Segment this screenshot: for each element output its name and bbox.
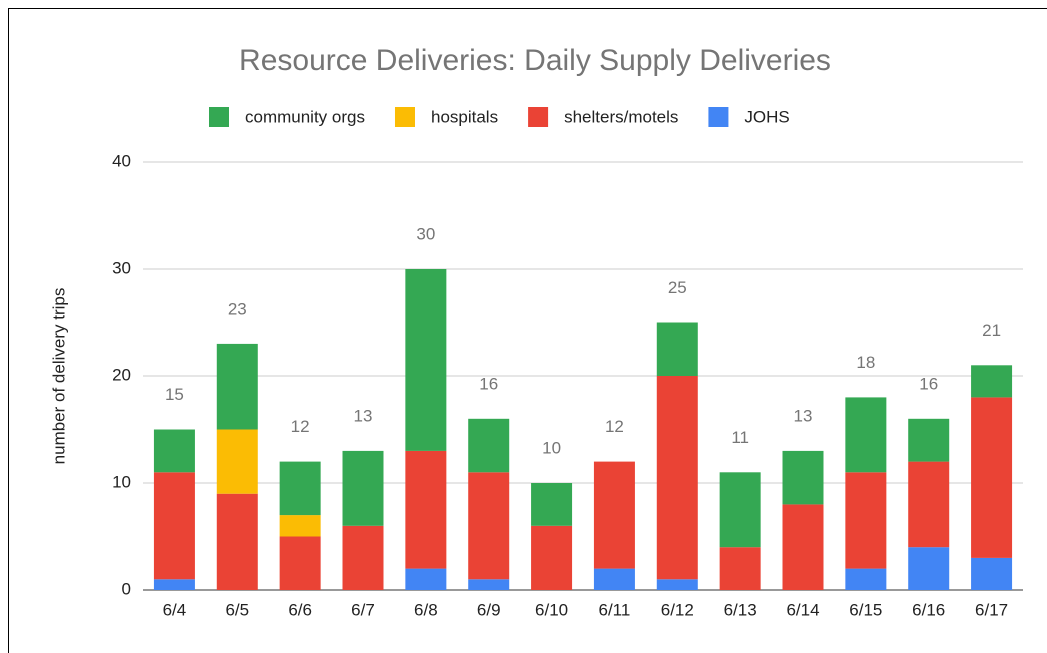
y-tick-label: 40 — [112, 151, 131, 170]
bar-segment — [405, 568, 447, 590]
bar-segment — [719, 547, 761, 590]
bar-segment — [656, 579, 698, 590]
legend-swatch — [209, 107, 229, 127]
total-label: 21 — [982, 321, 1001, 340]
bar-segment — [656, 376, 698, 580]
total-label: 25 — [668, 278, 687, 297]
x-tick-label: 6/14 — [786, 600, 819, 619]
bar-segment — [216, 493, 258, 590]
total-label: 12 — [291, 417, 310, 436]
total-label: 15 — [165, 385, 184, 404]
total-label: 13 — [354, 406, 373, 425]
bar-segment — [971, 397, 1013, 558]
x-tick-label: 6/17 — [975, 600, 1008, 619]
x-tick-label: 6/16 — [912, 600, 945, 619]
bar-segment — [342, 450, 384, 526]
total-label: 12 — [605, 417, 624, 436]
bar-segment — [279, 515, 321, 537]
bar-segment — [656, 322, 698, 376]
x-tick-label: 6/10 — [535, 600, 568, 619]
x-tick-label: 6/15 — [849, 600, 882, 619]
bar-segment — [908, 547, 950, 590]
legend-swatch — [708, 107, 729, 127]
total-label: 13 — [794, 406, 813, 425]
bar-segment — [216, 343, 258, 430]
y-tick-label: 20 — [112, 365, 131, 384]
x-tick-label: 6/8 — [414, 600, 438, 619]
total-label: 10 — [542, 438, 561, 457]
bar-segment — [153, 579, 195, 590]
bar-segment — [719, 472, 761, 548]
total-label: 30 — [416, 224, 435, 243]
bar-segment — [405, 450, 447, 569]
legend-label: hospitals — [431, 107, 498, 126]
y-axis-label: number of delivery trips — [49, 288, 68, 465]
bar-segment — [342, 525, 384, 590]
x-tick-label: 6/13 — [724, 600, 757, 619]
x-tick-label: 6/9 — [477, 600, 501, 619]
legend-label: shelters/motels — [564, 107, 678, 126]
bar-segment — [908, 418, 950, 462]
bar-segment — [279, 461, 321, 516]
bar-segment — [279, 536, 321, 590]
bar-segment — [908, 461, 950, 548]
x-tick-label: 6/12 — [661, 600, 694, 619]
y-tick-label: 30 — [112, 258, 131, 277]
bar-segment — [531, 483, 573, 526]
bar-segment — [845, 568, 887, 590]
bar-segment — [468, 418, 510, 473]
legend-label: JOHS — [744, 107, 789, 126]
bar-segment — [593, 568, 635, 590]
bar-segment — [153, 429, 195, 473]
x-tick-label: 6/5 — [225, 600, 249, 619]
bar-segment — [782, 450, 824, 505]
chart-title: Resource Deliveries: Daily Supply Delive… — [239, 44, 831, 77]
chart-border — [8, 8, 1047, 653]
total-label: 11 — [731, 428, 749, 447]
x-tick-label: 6/7 — [351, 600, 375, 619]
legend-label: community orgs — [245, 107, 365, 126]
bar-segment — [531, 525, 573, 590]
bar-segment — [593, 461, 635, 569]
bar-segment — [845, 397, 887, 473]
bar-segment — [405, 269, 447, 451]
total-label: 18 — [856, 353, 875, 372]
legend-swatch — [394, 107, 415, 127]
bar-segment — [782, 504, 824, 590]
bar-segment — [153, 472, 195, 580]
bar-segment — [468, 579, 510, 590]
bar-segment — [216, 429, 258, 494]
y-tick-label: 10 — [112, 472, 131, 491]
bar-segment — [468, 472, 510, 580]
total-label: 16 — [479, 374, 498, 393]
bar-segment — [971, 557, 1013, 590]
legend-swatch — [528, 107, 549, 127]
x-tick-label: 6/4 — [163, 600, 187, 619]
x-tick-label: 6/11 — [599, 600, 631, 619]
x-tick-label: 6/6 — [288, 600, 312, 619]
bar-segment — [971, 365, 1013, 398]
total-label: 16 — [919, 374, 938, 393]
bar-segment — [845, 472, 887, 569]
y-tick-label: 0 — [122, 579, 131, 598]
total-label: 23 — [228, 299, 247, 318]
